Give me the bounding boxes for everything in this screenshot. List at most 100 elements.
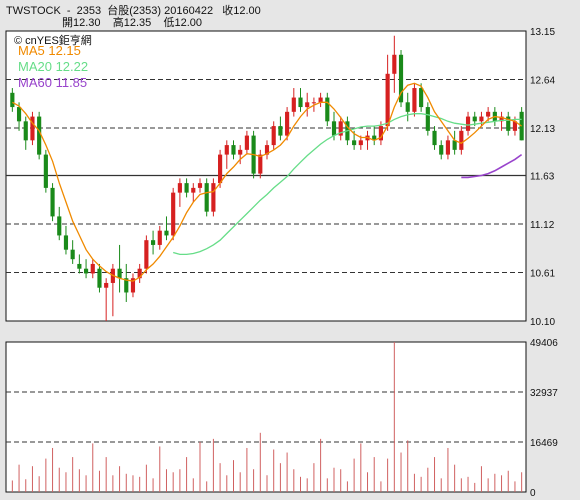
candle-body	[157, 230, 162, 245]
candlestick-series	[10, 35, 524, 321]
price-tick-label: 12.64	[530, 75, 555, 86]
price-tick-label: 13.15	[530, 27, 555, 38]
candle-body	[318, 97, 323, 103]
legend-ma20: MA20 12.22	[18, 59, 89, 74]
candle-body	[104, 282, 109, 288]
price-grid	[6, 78, 526, 274]
candle-body	[405, 102, 410, 112]
candle-body	[445, 140, 451, 155]
candle-body	[43, 154, 48, 188]
candle-body	[171, 192, 176, 236]
candle-body	[352, 140, 357, 146]
chart-header-line1: TWSTOCK - 2353 台股(2353) 20160422 收12.00	[6, 5, 261, 17]
legend-ma5: MA5 12.15	[18, 43, 81, 58]
ma20-line	[173, 113, 522, 256]
candle-body	[486, 111, 491, 117]
candle-body	[50, 187, 55, 217]
candle-body	[398, 54, 404, 103]
candle-body	[305, 102, 310, 108]
candle-body	[70, 249, 75, 260]
candle-body	[506, 116, 511, 131]
candle-body	[97, 268, 102, 288]
volume-tick-label: 49406	[530, 338, 558, 349]
candle-body	[439, 145, 444, 155]
candle-body	[311, 102, 316, 104]
candle-body	[117, 268, 122, 279]
candle-body	[358, 140, 363, 146]
candle-body	[231, 145, 236, 155]
candle-body	[37, 116, 42, 155]
candle-body	[459, 130, 464, 150]
candle-body	[372, 135, 377, 141]
candle-body	[499, 116, 504, 122]
candle-body	[144, 240, 149, 269]
candle-body	[378, 126, 383, 141]
candle-body	[57, 216, 62, 236]
candle-body	[264, 145, 270, 155]
candle-body	[164, 230, 169, 236]
candle-body	[425, 107, 430, 131]
candle-body	[412, 88, 417, 112]
candle-body	[10, 92, 15, 108]
candle-body	[392, 54, 397, 74]
candle-body	[16, 107, 22, 122]
candle-body	[298, 97, 303, 108]
candle-body	[130, 278, 136, 293]
candle-body	[63, 235, 69, 250]
candle-body	[191, 187, 196, 193]
candle-body	[285, 111, 290, 136]
candle-body	[512, 121, 518, 131]
candle-body	[479, 116, 484, 122]
candle-body	[151, 240, 156, 245]
chart-header-line2: 開12.30 高12.35 低12.00	[62, 17, 203, 29]
candle-body	[271, 126, 276, 146]
candle-body	[238, 149, 243, 155]
candle-body	[23, 121, 28, 141]
candle-body	[204, 183, 209, 212]
candle-body	[291, 97, 296, 112]
candle-body	[124, 278, 129, 293]
candle-body	[278, 126, 283, 136]
candle-body	[519, 111, 524, 141]
candle-body	[224, 145, 229, 155]
candle-body	[177, 183, 182, 193]
source-watermark: © cnYES鉅亨網	[14, 35, 92, 47]
candle-body	[338, 121, 343, 136]
moving-average-lines	[12, 82, 523, 282]
volume-tick-label: 16469	[530, 438, 558, 449]
price-tick-label: 11.63	[530, 172, 555, 183]
candle-body	[197, 183, 203, 188]
candle-body	[30, 116, 35, 141]
candle-body	[331, 121, 337, 136]
ma60-line	[461, 153, 523, 179]
candle-body	[452, 140, 457, 150]
candle-body	[244, 135, 249, 150]
candle-body	[218, 154, 223, 184]
candle-body	[137, 268, 142, 279]
candle-body	[258, 154, 263, 174]
price-tick-label: 12.13	[530, 124, 555, 135]
price-tick-label: 10.10	[530, 317, 555, 328]
legend-ma60: MA60 11.85	[18, 75, 88, 90]
ma5-line	[12, 82, 522, 282]
price-tick-label: 11.12	[530, 220, 555, 231]
candle-body	[83, 268, 89, 274]
candle-body	[325, 97, 330, 122]
candle-body	[184, 183, 189, 193]
price-tick-labels: 13.15 12.64 12.13 11.63 11.12 10.61 10.10	[530, 27, 555, 328]
volume-tick-label: 32937	[530, 388, 558, 399]
volume-tick-label: 0	[530, 488, 536, 499]
candle-body	[77, 263, 82, 269]
volume-bars	[11, 342, 523, 492]
volume-tick-labels: 49406 32937 16469 0	[530, 338, 558, 499]
volume-grid	[6, 391, 526, 443]
candle-body	[432, 130, 437, 146]
candle-body	[472, 116, 477, 122]
price-tick-label: 10.61	[530, 269, 555, 280]
candle-body	[211, 183, 216, 212]
candle-body	[385, 73, 390, 127]
candle-body	[465, 116, 471, 131]
candle-body	[419, 88, 424, 108]
candle-body	[90, 263, 95, 274]
